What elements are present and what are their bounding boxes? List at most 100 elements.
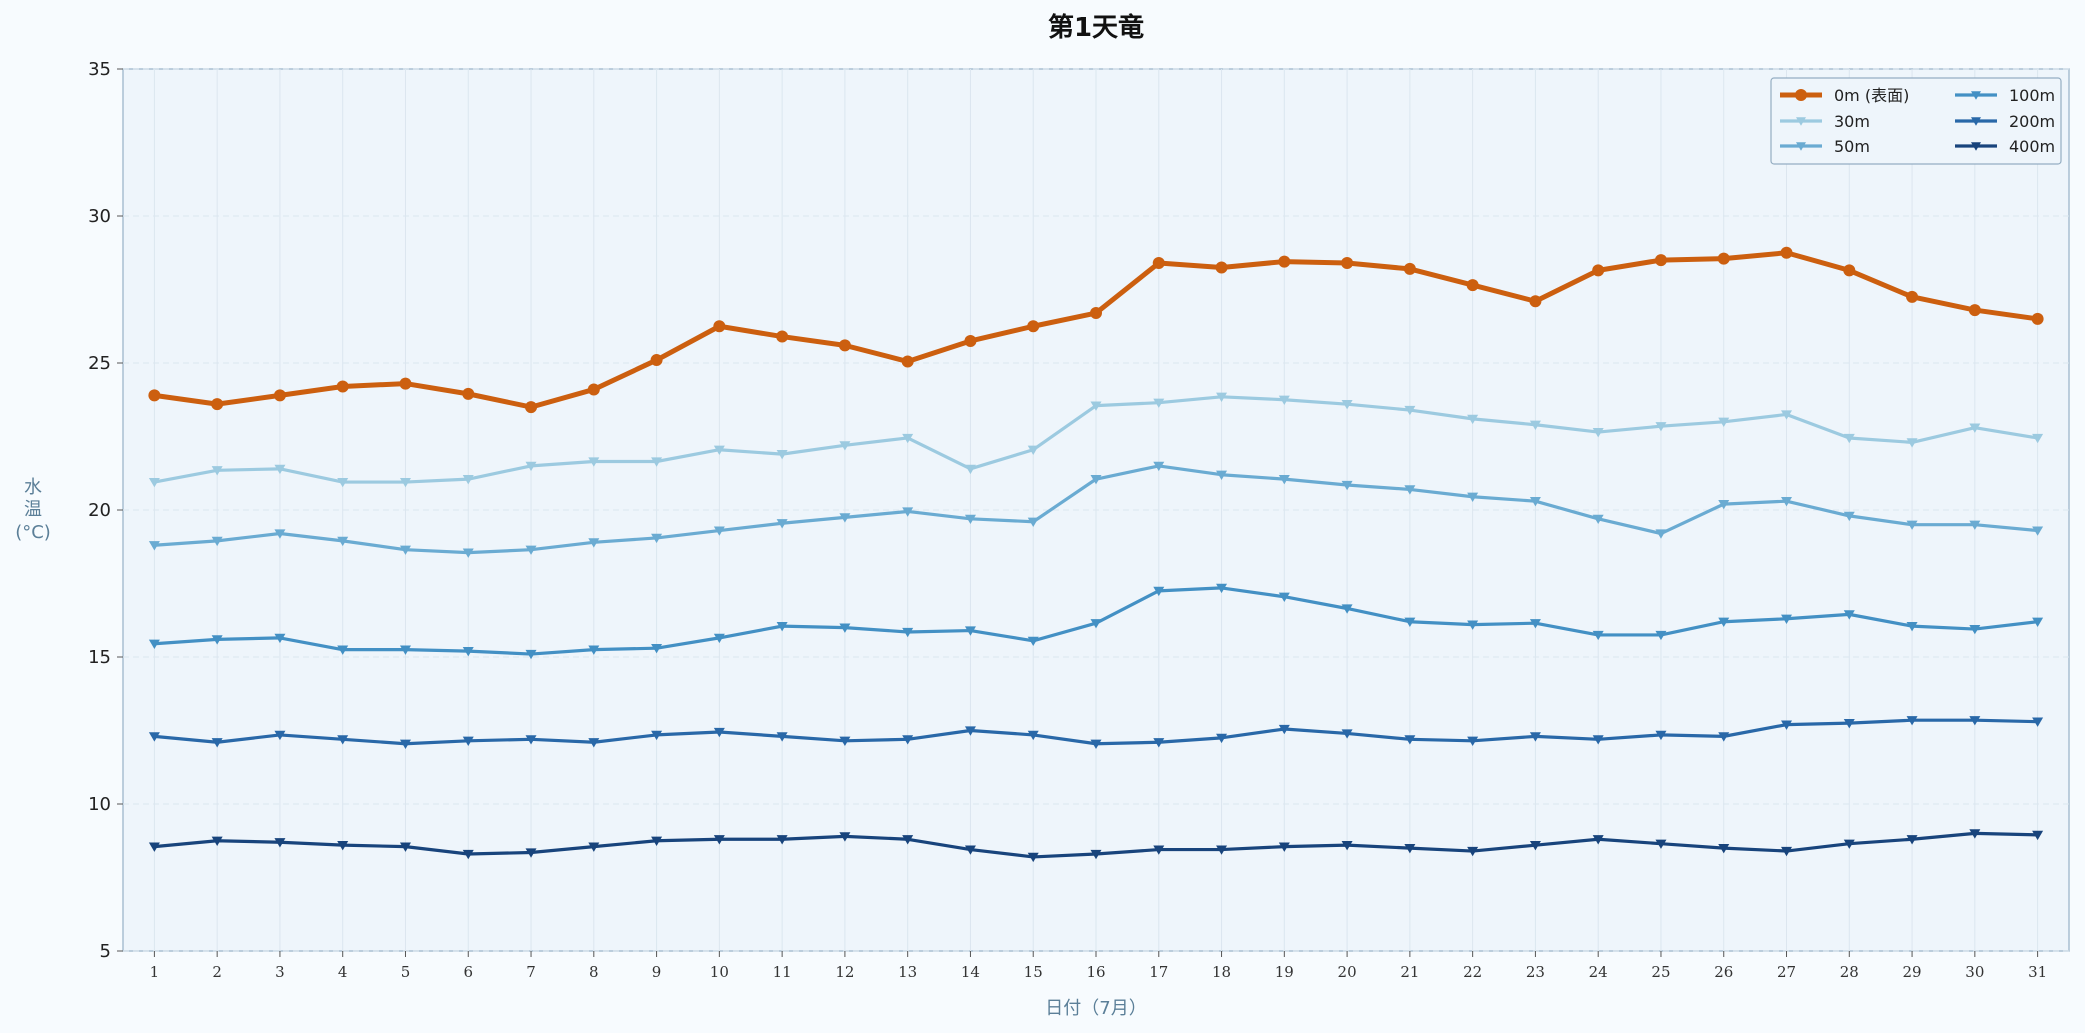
data-point	[399, 842, 411, 852]
data-point	[1655, 422, 1667, 432]
data-point	[211, 635, 223, 645]
data-point	[651, 457, 663, 467]
data-point	[274, 730, 286, 741]
series-group	[148, 246, 2044, 863]
data-point	[337, 477, 349, 488]
data-point	[1529, 619, 1541, 629]
data-point	[964, 626, 976, 636]
grid-lines	[123, 68, 2069, 952]
x-tick-label: 21	[1400, 963, 1419, 981]
data-point	[1906, 290, 1919, 303]
data-point	[1404, 617, 1416, 627]
data-point	[1090, 401, 1102, 411]
data-point	[399, 645, 411, 655]
data-point	[1529, 732, 1541, 742]
data-point	[399, 377, 412, 390]
data-point	[776, 622, 788, 632]
data-point	[1278, 724, 1290, 735]
data-point	[588, 538, 600, 548]
y-axis-label-line-3: (°C)	[15, 522, 51, 543]
data-point	[964, 334, 977, 347]
data-point	[1718, 732, 1730, 742]
x-tick-label: 9	[652, 963, 662, 981]
data-point	[337, 536, 349, 547]
series-4	[148, 583, 2044, 660]
data-point	[902, 507, 914, 517]
legend-swatch-marker	[1971, 117, 1981, 126]
data-point	[1152, 257, 1165, 270]
data-point	[337, 841, 349, 851]
data-point	[462, 646, 474, 657]
data-point	[399, 545, 411, 555]
x-tick-label: 14	[961, 963, 980, 981]
x-tick-label: 12	[835, 963, 854, 981]
data-point	[1592, 264, 1605, 277]
data-point	[1780, 246, 1793, 259]
x-tick-label: 27	[1777, 963, 1796, 981]
legend-label: 200m	[2009, 112, 2055, 131]
data-point	[274, 529, 286, 539]
data-point	[1090, 849, 1102, 860]
data-point	[1529, 420, 1541, 430]
data-point	[1968, 304, 1981, 317]
x-tick-label: 16	[1086, 963, 1105, 981]
series-3	[148, 461, 2044, 558]
data-point	[1906, 438, 1918, 448]
data-point	[525, 735, 537, 745]
data-point	[2032, 526, 2044, 536]
legend-swatch-marker	[1971, 142, 1981, 151]
data-point	[1027, 517, 1039, 527]
legend-swatch-marker	[1796, 117, 1806, 126]
data-point	[1341, 257, 1354, 270]
data-point	[1655, 529, 1667, 539]
x-tick-label: 31	[2028, 963, 2047, 981]
x-tick-label: 2	[212, 963, 222, 981]
data-point	[1027, 730, 1039, 741]
series-6	[148, 829, 2044, 863]
y-axis-label-line-2: 温	[24, 499, 42, 520]
chart-title: 第1天竜	[1048, 12, 1144, 43]
data-point	[1592, 735, 1604, 745]
data-point	[776, 330, 789, 343]
x-tick-label: 4	[338, 963, 348, 981]
x-tick-label: 26	[1714, 963, 1733, 981]
data-point	[1718, 617, 1730, 627]
legend-entry: 0m (表面)	[1780, 86, 1909, 105]
data-point	[525, 545, 537, 555]
data-point	[1341, 400, 1353, 410]
data-point	[211, 536, 223, 547]
data-point	[211, 738, 223, 748]
x-tick-label: 10	[710, 963, 729, 981]
series-1	[148, 246, 2044, 414]
data-point	[1278, 395, 1290, 405]
data-point	[1341, 841, 1353, 851]
data-point	[525, 848, 537, 858]
data-point	[1216, 845, 1228, 855]
data-point	[1655, 630, 1667, 641]
data-point	[1969, 624, 1981, 635]
data-point	[1341, 729, 1353, 739]
y-tick-label: 10	[88, 794, 111, 815]
data-point	[2032, 617, 2044, 627]
data-point	[1655, 839, 1667, 849]
data-point	[399, 739, 411, 749]
data-point	[1404, 843, 1416, 854]
legend-label: 0m (表面)	[1834, 86, 1909, 105]
data-point	[148, 389, 161, 402]
data-point	[1781, 720, 1793, 730]
data-point	[1278, 255, 1291, 268]
data-point	[1153, 398, 1165, 408]
data-point	[1718, 499, 1730, 510]
data-point	[839, 832, 851, 842]
data-point	[1153, 738, 1165, 748]
data-point	[1153, 845, 1165, 855]
series-5	[148, 716, 2044, 749]
data-point	[211, 466, 223, 476]
data-point	[713, 727, 725, 738]
data-point	[1153, 586, 1165, 597]
legend-entry: 200m	[1955, 112, 2055, 131]
legend-swatch-marker	[1971, 91, 1981, 100]
data-point	[651, 836, 663, 846]
data-point	[1278, 592, 1290, 602]
y-tick-label: 5	[100, 941, 111, 962]
